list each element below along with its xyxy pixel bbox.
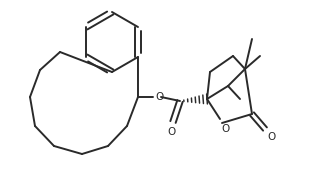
Text: O: O	[155, 92, 163, 102]
Text: O: O	[167, 127, 175, 137]
Text: O: O	[221, 124, 229, 134]
Text: O: O	[267, 132, 275, 142]
